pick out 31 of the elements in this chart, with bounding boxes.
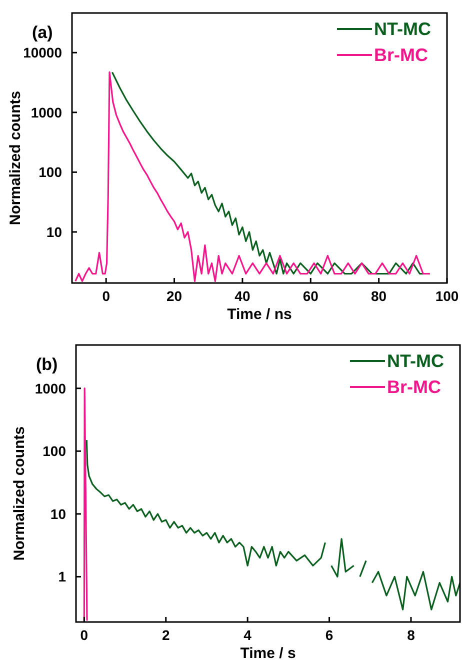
y-tick-label: 10 bbox=[50, 506, 66, 522]
legend-label: NT-MC bbox=[387, 351, 444, 371]
legend-label: NT-MC bbox=[374, 19, 431, 39]
text: (b) bbox=[36, 355, 58, 374]
x-tick-label: 0 bbox=[80, 627, 88, 643]
x-axis-title: Time / ns bbox=[227, 306, 292, 323]
legend-label: Br-MC bbox=[374, 45, 428, 65]
x-tick-label: 4 bbox=[244, 627, 252, 643]
line-series bbox=[74, 71, 431, 282]
x-tick-label: 2 bbox=[162, 627, 170, 643]
y-tick-label: 10000 bbox=[23, 44, 62, 61]
y-axis-title: Normalized counts bbox=[11, 426, 28, 561]
x-tick-label: 6 bbox=[325, 627, 334, 643]
x-tick-label: 40 bbox=[234, 288, 250, 304]
y-tick-label: 1000 bbox=[34, 380, 66, 396]
y-tick-label: 100 bbox=[42, 443, 66, 460]
legend-label: Br-MC bbox=[387, 377, 441, 397]
y-tick-label: 1 bbox=[58, 568, 66, 585]
y-tick-label: 1000 bbox=[30, 104, 62, 120]
x-tick-label: 20 bbox=[166, 288, 182, 304]
y-tick-label: 100 bbox=[38, 164, 62, 180]
line-series bbox=[111, 71, 424, 275]
y-axis-title: Normalized counts bbox=[7, 90, 24, 226]
x-axis-title: Time / s bbox=[240, 645, 296, 662]
x-tick-label: 0 bbox=[102, 288, 110, 304]
x-tick-label: 8 bbox=[407, 627, 416, 643]
text: (a) bbox=[32, 23, 53, 42]
x-tick-label: 100 bbox=[435, 288, 459, 304]
x-tick-label: 80 bbox=[371, 288, 387, 304]
x-tick-label: 60 bbox=[302, 288, 319, 304]
y-tick-label: 10 bbox=[46, 224, 62, 240]
